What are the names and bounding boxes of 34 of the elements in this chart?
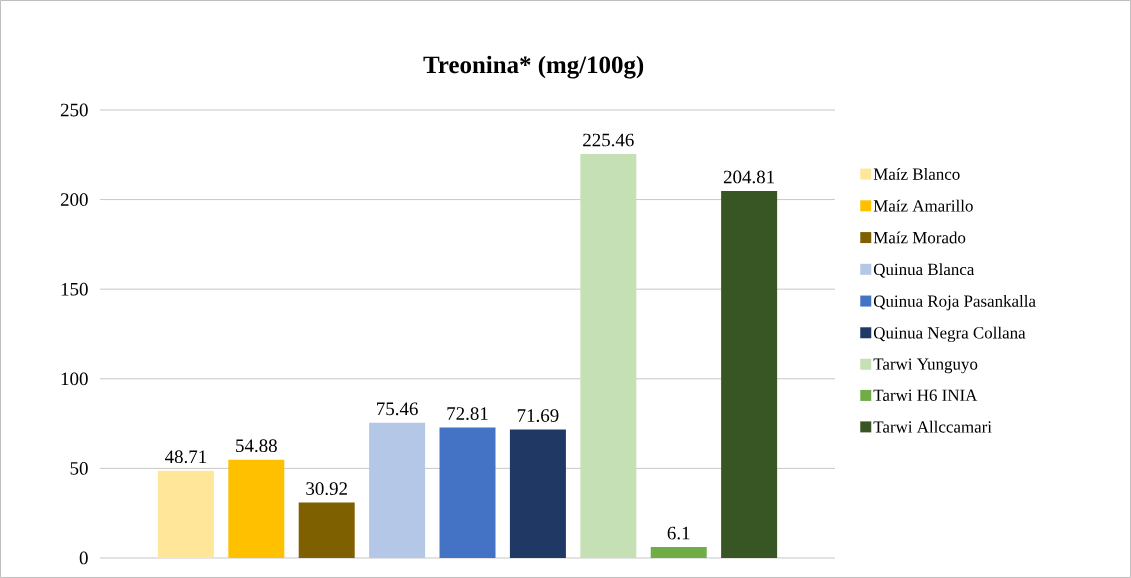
y-tick-label: 50: [70, 462, 88, 475]
legend-label: Maíz Morado: [873, 231, 966, 244]
bar: [298, 502, 355, 558]
legend-label: Tarwi H6 INIA: [873, 389, 978, 401]
data-label: 6.1: [667, 526, 690, 540]
legend-label: Maíz Blanco: [873, 167, 960, 180]
legend-label: Maíz Amarillo: [873, 199, 973, 212]
bar: [157, 470, 214, 558]
bar: [721, 190, 778, 558]
bar: [509, 429, 566, 558]
data-label: 71.69: [517, 409, 559, 422]
bar: [228, 459, 285, 558]
data-label: 225.46: [583, 133, 634, 147]
y-tick-label: 100: [61, 372, 88, 386]
data-label: 204.81: [723, 170, 775, 184]
y-tick-label: 0: [79, 551, 88, 565]
bar: [439, 427, 496, 558]
chart-title: Treonina* (mg/100g): [423, 55, 644, 79]
legend-label: Tarwi Yunguyo: [873, 358, 978, 374]
bar: [650, 547, 707, 558]
legend-label: Tarwi Allccamari: [873, 420, 992, 433]
data-label: 30.92: [306, 482, 347, 496]
legend-label: Quinua Blanca: [873, 263, 975, 278]
bar: [369, 422, 426, 558]
y-tick-label: 200: [60, 193, 88, 206]
legend-label: Quinua Negra Collana: [873, 326, 1026, 343]
legend-label: Quinua Roja Pasankalla: [873, 294, 1036, 311]
y-tick-label: 150: [61, 282, 88, 296]
data-label: 54.88: [236, 439, 277, 453]
data-label: 75.46: [377, 402, 418, 416]
y-tick-label: 250: [60, 103, 88, 117]
data-label: 48.71: [164, 450, 207, 464]
bar: [580, 153, 637, 558]
data-label: 72.81: [447, 407, 488, 420]
